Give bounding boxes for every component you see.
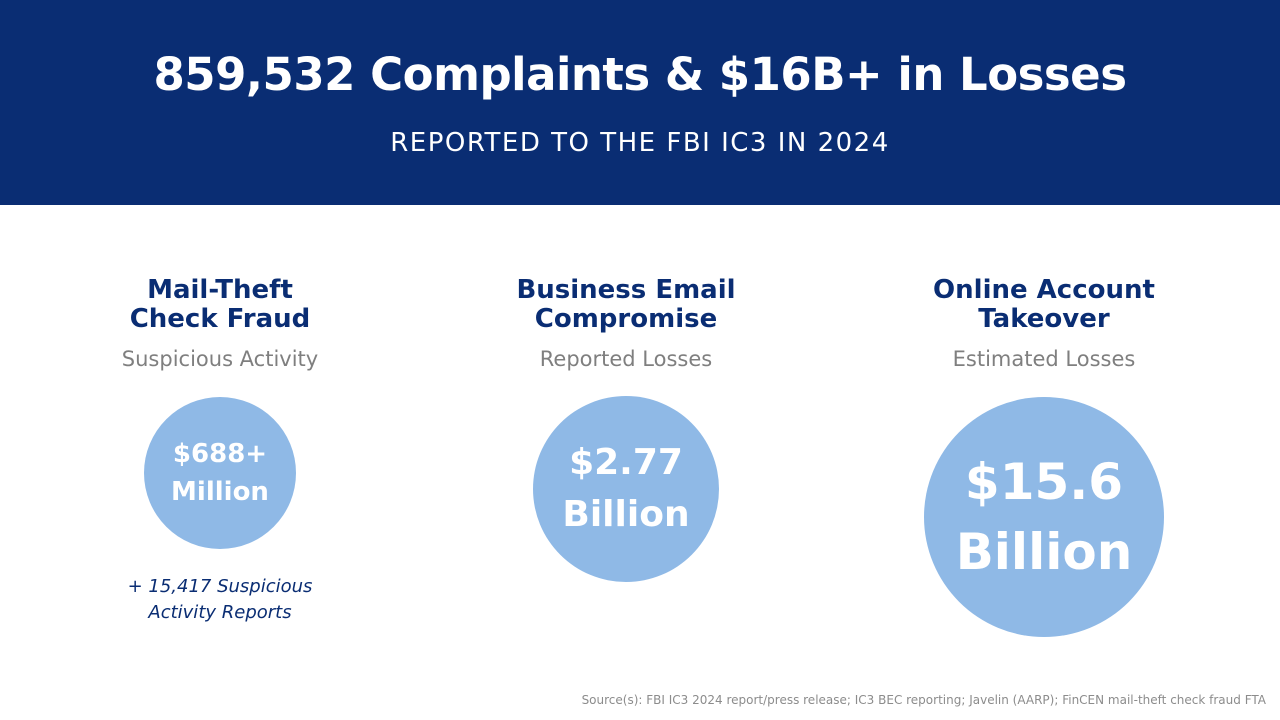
stat-title: Mail-Theft Check Fraud [40,276,400,334]
stat-unit: Million [171,477,269,507]
stat-title-line: Online Account [933,275,1155,305]
stat-subtitle: Reported Losses [539,347,713,371]
stat-title-line: Business Email [516,275,736,305]
stat-subtitle: Suspicious Activity [121,347,319,371]
stat-circle: $688+ Million [144,397,296,549]
stat-value: $15.6 [964,453,1124,511]
stat-title-line: Check Fraud [129,304,311,334]
source-citation: Source(s): FBI IC3 2024 report/press rel… [581,693,1266,707]
stat-circle: $2.77 Billion [533,396,719,582]
headline: 859,532 Complaints & $16B+ in Losses [153,48,1128,101]
stat-unit: Billion [955,523,1133,581]
stat-title-line: Takeover [978,304,1110,334]
stat-title-line: Mail-Theft [147,275,293,305]
stat-circle: $15.6 Billion [924,397,1164,637]
stat-unit: Billion [562,494,690,535]
stat-title: Online Account Takeover [864,276,1224,334]
stat-value: $688+ [172,439,268,469]
stat-note-line: + 15,417 Suspicious [127,576,313,597]
stat-subtitle: Estimated Losses [952,347,1136,371]
stat-title: Business Email Compromise [446,276,806,334]
stat-note: + 15,417 Suspicious Activity Reports [40,574,400,626]
stat-note-line: Activity Reports [148,602,292,623]
header-banner: 859,532 Complaints & $16B+ in Losses REP… [0,0,1280,205]
stat-value: $2.77 [569,442,683,483]
stat-title-line: Compromise [534,304,718,334]
subheadline: REPORTED TO THE FBI IC3 IN 2024 [390,128,890,158]
